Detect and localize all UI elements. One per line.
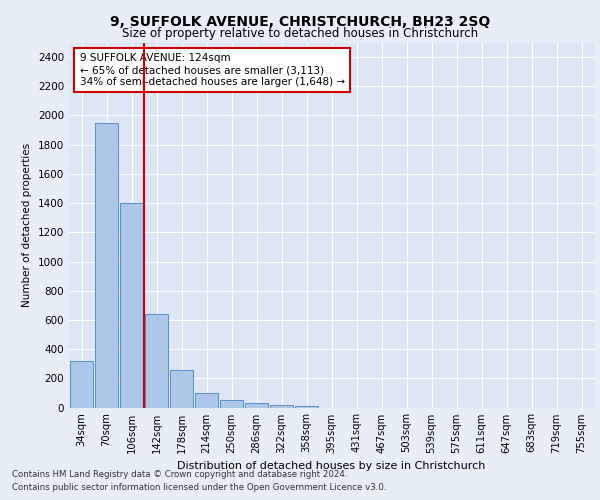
Bar — [120, 203, 143, 408]
Text: 9, SUFFOLK AVENUE, CHRISTCHURCH, BH23 2SQ: 9, SUFFOLK AVENUE, CHRISTCHURCH, BH23 2S… — [110, 15, 490, 29]
Bar — [245, 403, 268, 407]
Bar — [145, 314, 168, 408]
Text: Contains HM Land Registry data © Crown copyright and database right 2024.: Contains HM Land Registry data © Crown c… — [12, 470, 347, 479]
Y-axis label: Number of detached properties: Number of detached properties — [22, 143, 32, 307]
Bar — [195, 393, 218, 407]
Text: Contains public sector information licensed under the Open Government Licence v3: Contains public sector information licen… — [12, 482, 386, 492]
X-axis label: Distribution of detached houses by size in Christchurch: Distribution of detached houses by size … — [178, 461, 485, 471]
Bar — [170, 370, 193, 408]
Text: 9 SUFFOLK AVENUE: 124sqm
← 65% of detached houses are smaller (3,113)
34% of sem: 9 SUFFOLK AVENUE: 124sqm ← 65% of detach… — [79, 54, 344, 86]
Bar — [270, 404, 293, 407]
Bar — [70, 361, 93, 408]
Bar — [95, 123, 118, 408]
Bar — [295, 406, 318, 407]
Text: Size of property relative to detached houses in Christchurch: Size of property relative to detached ho… — [122, 28, 478, 40]
Bar — [220, 400, 243, 407]
